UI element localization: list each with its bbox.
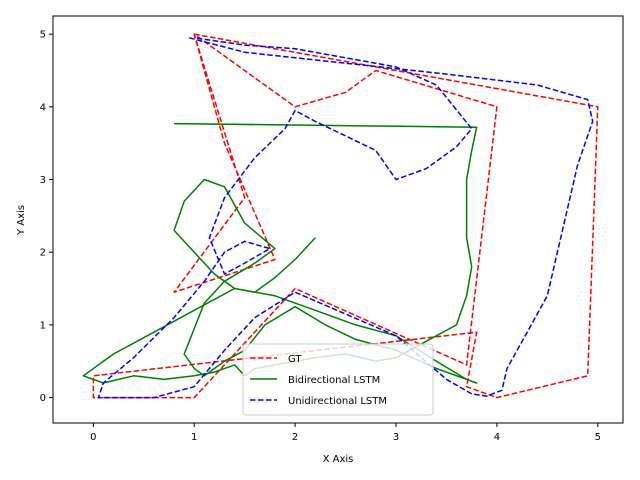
x-tick-label: 0	[90, 432, 96, 443]
tick-layer: 0 1 2 3 4 5 0 1 2 3 4 5	[40, 30, 601, 443]
y-tick-label: 5	[40, 30, 46, 41]
legend-box	[242, 343, 434, 416]
x-tick-label: 4	[494, 432, 500, 443]
x-axis-label: X Axis	[323, 454, 354, 465]
legend-label-1: GT	[288, 354, 302, 365]
legend-label-3: Unidirectional LSTM	[288, 396, 387, 407]
x-tick-label: 5	[595, 432, 601, 443]
series-line-1	[92, 33, 599, 399]
x-tick-label: 2	[292, 432, 298, 443]
y-tick-label: 0	[40, 393, 46, 404]
x-tick-label: 1	[191, 432, 197, 443]
plot-frame	[52, 15, 624, 424]
y-axis-label: Y Axis	[16, 205, 27, 236]
y-tick-label: 4	[40, 102, 46, 113]
y-tick-label: 2	[40, 248, 46, 259]
y-tick-label: 3	[40, 175, 46, 186]
legend: GT Bidirectional LSTM Unidirectional LSTM	[242, 343, 434, 416]
legend-label-2: Bidirectional LSTM	[288, 375, 380, 386]
series-line-3	[97, 37, 594, 399]
x-tick-label: 3	[393, 432, 399, 443]
y-tick-label: 1	[40, 320, 46, 331]
